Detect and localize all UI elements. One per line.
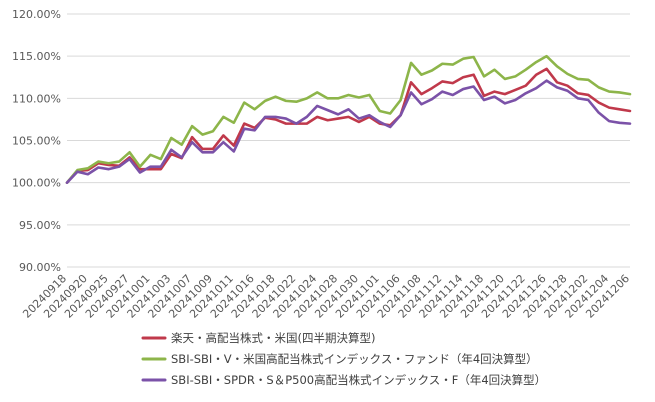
series-line-1 xyxy=(65,67,632,184)
legend: 楽天・高配当株式・米国(四半期決算型) SBI-SBI・V・米国高配当株式インデッ… xyxy=(141,331,546,387)
y-tick-label: 100.00% xyxy=(12,177,61,190)
legend-label-1: 楽天・高配当株式・米国(四半期決算型) xyxy=(171,331,375,345)
y-tick-label: 110.00% xyxy=(12,92,61,105)
y-tick-label: 115.00% xyxy=(12,50,61,63)
gridlines xyxy=(67,13,630,268)
y-axis-tick-labels: 90.00% 95.00% 100.00% 105.00% 110.00% 115.00%… xyxy=(12,8,61,274)
series-line-2 xyxy=(65,54,632,184)
y-tick-label: 95.00% xyxy=(19,219,61,232)
legend-label-3: SBI-SBI・SPDR・S＆P500高配当株式インデックス・F（年4回決算型） xyxy=(171,373,546,387)
legend-label-2: SBI-SBI・V・米国高配当株式インデックス・ファンド（年4回決算型） xyxy=(171,352,538,366)
y-tick-label: 90.00% xyxy=(19,261,61,274)
series-lines xyxy=(65,54,632,184)
y-tick-label: 105.00% xyxy=(12,135,61,148)
y-tick-label: 120.00% xyxy=(12,8,61,21)
series-line-3 xyxy=(65,79,632,184)
